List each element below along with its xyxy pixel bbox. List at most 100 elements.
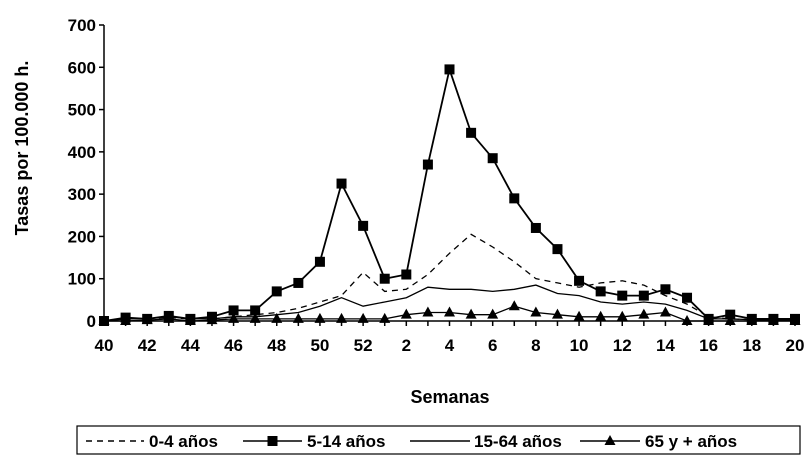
x-tick-label: 14 <box>656 336 675 355</box>
legend: 0-4 años 5-14 años 15-64 años 65 y + años <box>76 425 801 455</box>
x-tick-label: 52 <box>354 336 373 355</box>
data-point-5-14-a-os <box>574 275 585 286</box>
x-axis-title: Semanas <box>410 387 489 407</box>
data-point-65-y-a-os <box>228 312 240 323</box>
data-point-65-y-a-os <box>163 312 175 323</box>
series-5-14-a-os <box>99 64 800 326</box>
y-tick-label: 200 <box>68 227 96 246</box>
data-point-5-14-a-os <box>530 222 541 233</box>
data-point-65-y-a-os <box>465 308 477 319</box>
data-point-65-y-a-os <box>314 312 326 323</box>
data-point-65-y-a-os <box>767 315 779 325</box>
data-point-5-14-a-os <box>487 153 498 164</box>
legend-label: 65 y + años <box>645 432 737 451</box>
x-tick-label: 10 <box>570 336 589 355</box>
data-point-5-14-a-os <box>228 305 239 316</box>
data-point-5-14-a-os <box>725 309 736 320</box>
data-point-65-y-a-os <box>746 315 758 325</box>
data-point-65-y-a-os <box>724 315 736 325</box>
data-point-5-14-a-os <box>552 244 563 255</box>
legend-item-0-4-a-os: 0-4 años <box>86 432 218 451</box>
y-tick-label: 400 <box>68 143 96 162</box>
data-point-5-14-a-os <box>422 159 433 170</box>
x-tick-label: 8 <box>531 336 540 355</box>
data-point-65-y-a-os <box>595 310 607 321</box>
data-point-65-y-a-os <box>551 308 563 319</box>
data-point-65-y-a-os <box>249 312 261 323</box>
data-point-65-y-a-os <box>184 315 196 325</box>
y-tick-label: 300 <box>68 185 96 204</box>
x-tick-label: 18 <box>742 336 761 355</box>
data-point-65-y-a-os <box>659 306 671 317</box>
data-point-5-14-a-os <box>336 178 347 189</box>
data-point-65-y-a-os <box>206 314 218 325</box>
y-axis-title: Tasas por 100.000 h. <box>12 61 32 236</box>
data-point-65-y-a-os <box>336 312 348 323</box>
y-tick-label: 700 <box>68 16 96 35</box>
data-point-65-y-a-os <box>703 315 715 325</box>
legend-label: 0-4 años <box>149 432 218 451</box>
y-tick-label: 500 <box>68 101 96 120</box>
data-point-5-14-a-os <box>595 286 606 297</box>
x-tick-label: 12 <box>613 336 632 355</box>
x-tick-label: 50 <box>310 336 329 355</box>
legend-item-5-14-a-os: 5-14 años <box>243 432 385 451</box>
data-point-5-14-a-os <box>444 64 455 75</box>
series-line-5-14-a-os <box>103 66 795 322</box>
data-point-5-14-a-os <box>401 269 412 280</box>
data-point-65-y-a-os <box>444 306 455 317</box>
legend-item-65-y-a-os: 65 y + años <box>580 432 737 451</box>
x-tick-label: 4 <box>445 336 455 355</box>
data-point-65-y-a-os <box>789 315 801 325</box>
data-point-65-y-a-os <box>379 312 391 323</box>
series-15-64-a-os <box>103 284 795 322</box>
series-line-15-64-a-os <box>103 284 795 322</box>
x-tick-label: 16 <box>699 336 718 355</box>
data-point-65-y-a-os <box>638 308 650 319</box>
data-point-5-14-a-os <box>682 292 693 303</box>
data-point-5-14-a-os <box>617 290 628 301</box>
data-point-5-14-a-os <box>509 193 520 204</box>
data-point-65-y-a-os <box>400 308 412 319</box>
legend-item-15-64-a-os: 15-64 años <box>410 432 562 451</box>
x-tick-label: 44 <box>181 336 200 355</box>
x-tick-label: 40 <box>95 336 114 355</box>
data-point-5-14-a-os <box>250 305 261 316</box>
legend-label: 5-14 años <box>307 432 385 451</box>
y-tick-label: 100 <box>68 270 96 289</box>
data-point-65-y-a-os <box>616 310 628 321</box>
x-tick-label: 6 <box>488 336 497 355</box>
data-point-65-y-a-os <box>487 308 499 319</box>
x-tick-label: 48 <box>267 336 286 355</box>
x-tick-label: 46 <box>224 336 243 355</box>
data-point-5-14-a-os <box>466 127 477 138</box>
x-tick-label: 20 <box>786 336 805 355</box>
labels-layer: Semanas Tasas por 100.000 h. <box>12 61 490 407</box>
data-point-5-14-a-os <box>358 220 369 231</box>
data-point-65-y-a-os <box>120 315 132 325</box>
data-point-5-14-a-os <box>271 286 282 297</box>
series-65-y-a-os <box>98 300 801 325</box>
data-point-65-y-a-os <box>422 306 434 317</box>
data-point-65-y-a-os <box>141 314 153 325</box>
y-tick-label: 0 <box>87 312 96 331</box>
legend-marker <box>267 436 278 446</box>
data-point-65-y-a-os <box>681 315 693 325</box>
legend-label: 15-64 años <box>474 432 562 451</box>
data-point-65-y-a-os <box>292 312 304 323</box>
legend-box <box>76 425 801 455</box>
data-point-5-14-a-os <box>660 284 671 295</box>
data-point-65-y-a-os <box>271 312 283 323</box>
data-point-65-y-a-os <box>98 315 110 325</box>
y-tick-label: 600 <box>68 58 96 77</box>
data-point-5-14-a-os <box>379 273 390 284</box>
data-point-65-y-a-os <box>508 300 520 311</box>
x-tick-label: 42 <box>138 336 157 355</box>
data-point-65-y-a-os <box>357 312 369 323</box>
data-point-65-y-a-os <box>573 310 585 321</box>
series-layer <box>98 64 801 326</box>
data-point-5-14-a-os <box>314 256 325 267</box>
data-point-5-14-a-os <box>638 290 649 301</box>
